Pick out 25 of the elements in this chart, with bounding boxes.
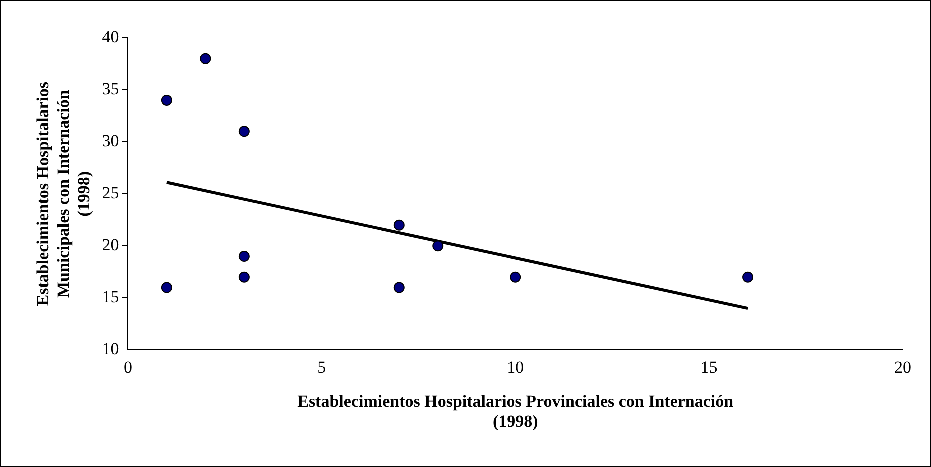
- point: [238, 272, 250, 283]
- point: [394, 220, 405, 231]
- point: [394, 282, 405, 294]
- x-tick-label: 10: [507, 358, 524, 378]
- y-tick-label: 30: [102, 132, 120, 151]
- point: [510, 272, 522, 283]
- x-tick-label: 15: [700, 358, 718, 378]
- point: [238, 251, 250, 262]
- x-axis-title: Establecimientos Hospitalarios Provinciales con Internación (1998): [298, 392, 734, 432]
- y-tick-label: 15: [102, 288, 120, 307]
- point: [161, 94, 172, 106]
- point: [432, 240, 444, 252]
- y-axis-title: Establecimientos Hospitalarios Municipales con Internación (1998): [34, 82, 94, 306]
- point: [742, 272, 754, 283]
- point: [161, 282, 172, 294]
- x-tick-label: 5: [318, 358, 326, 378]
- y-tick-label: 40: [102, 27, 120, 46]
- y-tick-label: 10: [102, 340, 120, 359]
- y-tick-label: 20: [102, 236, 120, 255]
- y-tick-label: 35: [102, 80, 120, 98]
- x-tick-label: 0: [124, 358, 132, 378]
- x-tick-label: 20: [894, 358, 912, 378]
- y-tick-label: 25: [102, 184, 120, 203]
- point: [238, 126, 250, 138]
- point: [200, 53, 212, 64]
